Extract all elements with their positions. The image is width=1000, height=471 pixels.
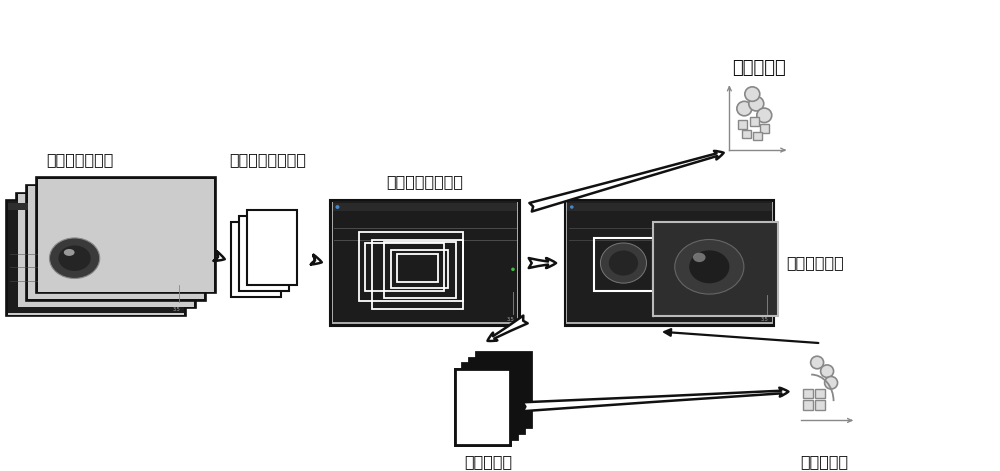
Text: 甲状腺超声图像: 甲状腺超声图像: [46, 153, 113, 168]
Circle shape: [811, 356, 824, 369]
Bar: [330, 200, 520, 326]
Bar: [365, 243, 444, 291]
Bar: [476, 352, 531, 427]
Bar: [16, 193, 196, 309]
Text: 3.5: 3.5: [506, 317, 514, 322]
Bar: [384, 242, 456, 298]
Bar: [247, 210, 297, 285]
Text: 3.5: 3.5: [761, 317, 768, 322]
Bar: [653, 222, 778, 316]
Bar: [36, 177, 216, 293]
Circle shape: [825, 376, 838, 389]
Bar: [567, 203, 772, 211]
Ellipse shape: [689, 251, 729, 283]
Circle shape: [749, 97, 764, 111]
Circle shape: [335, 205, 339, 209]
Text: 精分类模块: 精分类模块: [800, 454, 848, 469]
Bar: [742, 130, 751, 138]
Ellipse shape: [600, 243, 646, 283]
Text: 3.5: 3.5: [172, 307, 180, 312]
Bar: [8, 203, 184, 210]
Ellipse shape: [675, 240, 744, 294]
Bar: [38, 179, 214, 292]
Text: 自动定位模块: 自动定位模块: [786, 256, 844, 270]
Bar: [803, 400, 813, 410]
Bar: [372, 241, 463, 309]
Bar: [397, 254, 438, 282]
Bar: [815, 389, 825, 398]
Bar: [753, 132, 762, 140]
Ellipse shape: [64, 249, 75, 256]
Bar: [333, 203, 517, 211]
Text: 由粗到精分类框架: 由粗到精分类框架: [387, 174, 464, 189]
Bar: [565, 200, 774, 326]
Bar: [359, 232, 463, 300]
Bar: [760, 124, 769, 133]
Bar: [455, 369, 510, 445]
Ellipse shape: [49, 238, 100, 278]
Bar: [750, 117, 759, 126]
Bar: [455, 369, 510, 445]
Text: 结节自动检测模块: 结节自动检测模块: [229, 153, 306, 168]
Bar: [738, 120, 747, 129]
Text: 金字塔结构: 金字塔结构: [464, 454, 512, 469]
Text: 粗分类阶段: 粗分类阶段: [732, 59, 786, 77]
Ellipse shape: [58, 245, 91, 271]
Bar: [8, 201, 184, 313]
Bar: [8, 202, 184, 315]
Bar: [333, 201, 517, 322]
Circle shape: [745, 87, 760, 101]
Bar: [815, 400, 825, 410]
Bar: [6, 200, 186, 316]
Bar: [594, 238, 653, 291]
Circle shape: [757, 108, 772, 122]
Bar: [567, 201, 772, 322]
Bar: [239, 216, 289, 291]
Bar: [391, 251, 448, 288]
Bar: [231, 221, 281, 297]
Bar: [28, 187, 204, 299]
Bar: [803, 389, 813, 398]
Circle shape: [570, 205, 574, 209]
Bar: [26, 185, 206, 300]
Circle shape: [511, 268, 515, 271]
Circle shape: [737, 101, 752, 116]
Circle shape: [821, 365, 834, 377]
Bar: [462, 364, 517, 439]
Bar: [566, 202, 773, 325]
Ellipse shape: [693, 252, 706, 262]
Ellipse shape: [609, 251, 638, 276]
Bar: [18, 194, 194, 307]
Bar: [469, 357, 524, 433]
Bar: [332, 202, 518, 325]
